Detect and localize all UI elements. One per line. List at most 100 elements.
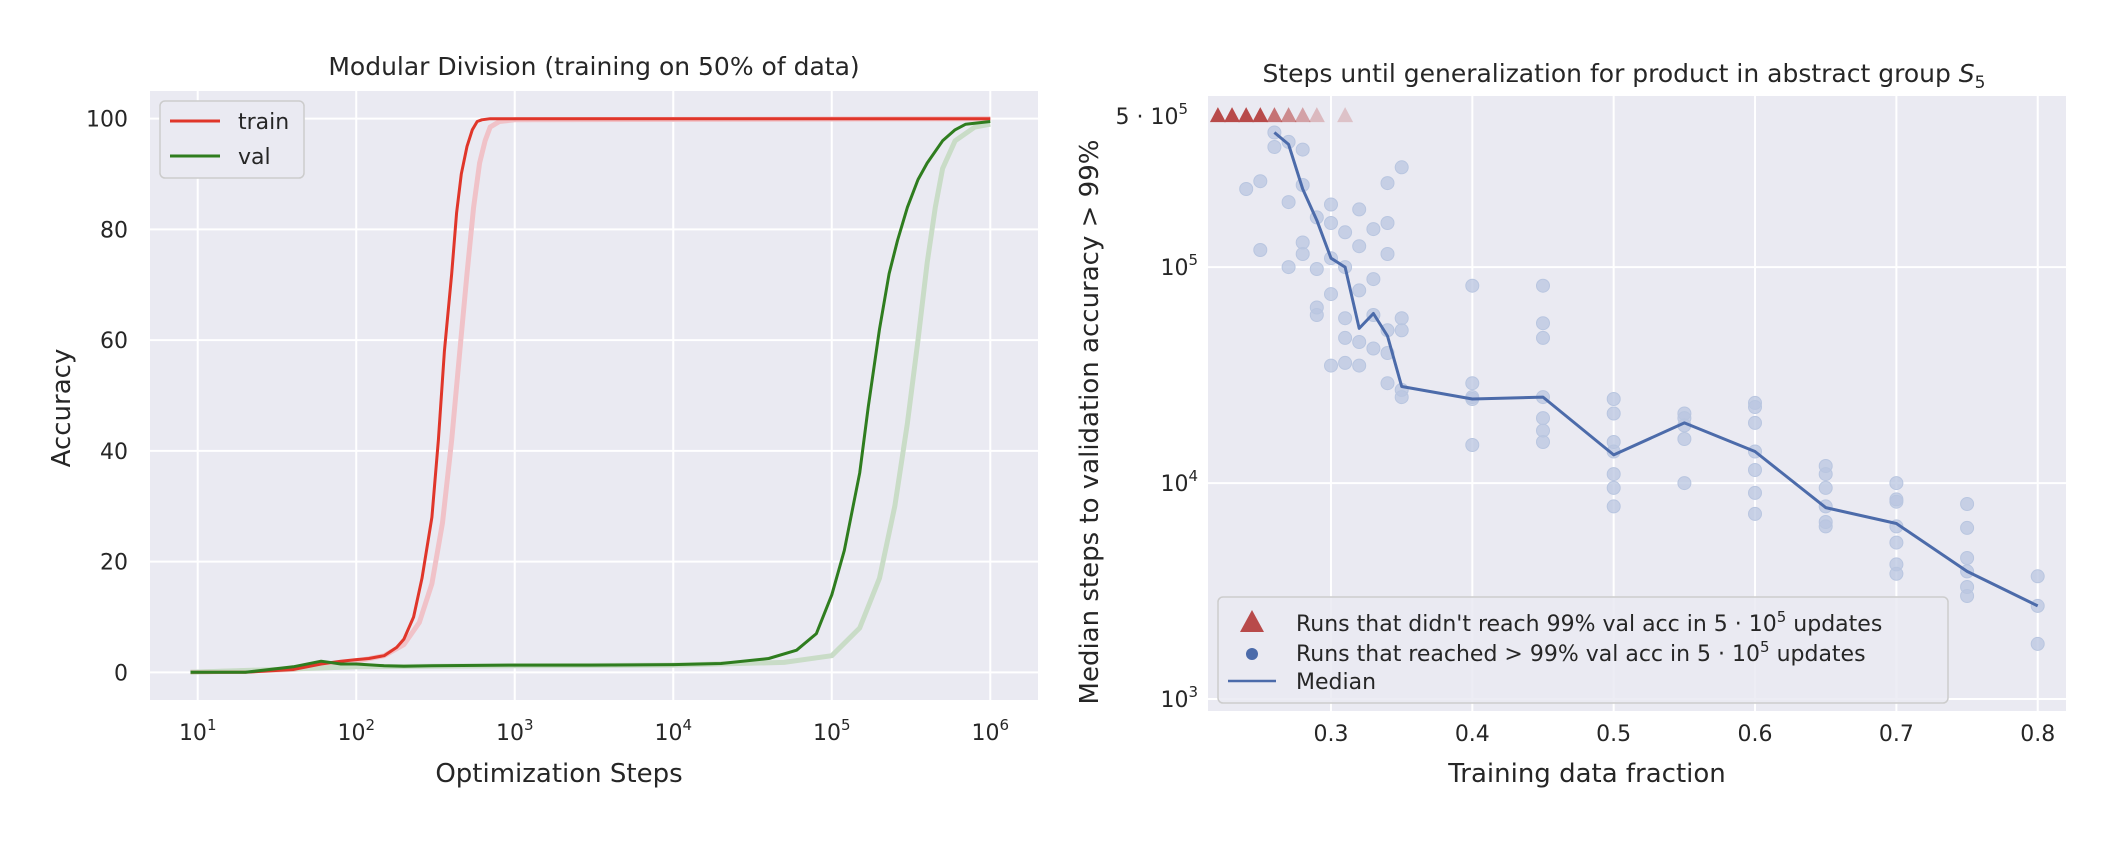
reached-run-point	[1309, 308, 1324, 322]
reached-run-point	[1748, 485, 1762, 500]
reached-run-point	[1366, 272, 1381, 287]
generalization-chart-legend: Runs that didn't reach 99% val acc in 5 …	[1217, 596, 1949, 704]
accuracy-chart-y-tick: 0	[114, 661, 128, 686]
reached-run-point	[1324, 287, 1338, 302]
reached-run-point	[1606, 467, 1621, 482]
generalization-chart-reached-points	[1239, 125, 2045, 651]
generalization-chart-x-tick: 0.6	[1738, 722, 1773, 747]
reached-run-point	[1394, 311, 1409, 326]
generalization-chart: 0.3 0.4 0.5 0.6 0.7 0.8 103 104 105 5 · 105 Step…	[1075, 59, 2066, 789]
reached-run-point	[1960, 520, 1975, 535]
reached-run-point	[1338, 225, 1353, 240]
generalization-chart-y-tick: 105	[1160, 251, 1198, 281]
accuracy-chart-y-tick: 40	[100, 440, 128, 465]
reached-run-point	[1677, 432, 1692, 446]
reached-run-point	[1366, 222, 1381, 237]
reached-run-point	[1818, 480, 1833, 495]
reached-run-point	[1818, 467, 1833, 482]
generalization-chart-x-tick: 0.7	[1879, 722, 1914, 747]
accuracy-chart-legend: train val	[159, 100, 305, 179]
reached-run-point	[1960, 589, 1975, 603]
legend-box	[1217, 596, 1949, 704]
reached-run-point	[1394, 323, 1409, 338]
accuracy-chart-x-ticks: 101 102 103 104 105 106	[179, 716, 1009, 746]
accuracy-chart: 101 102 103 104 105 106 0 20 40 60 80 100 Modular …	[47, 52, 1038, 789]
reached-run-point	[1394, 160, 1409, 175]
reached-run-point	[1295, 142, 1310, 157]
reached-run-point	[1338, 311, 1353, 326]
generalization-chart-x-tick: 0.8	[2020, 722, 2055, 747]
reached-run-point	[1465, 376, 1480, 391]
reached-run-point	[1338, 330, 1353, 345]
reached-run-point	[1338, 355, 1353, 370]
reached-run-point	[1380, 216, 1395, 230]
reached-run-point	[1366, 341, 1381, 356]
accuracy-chart-y-tick: 60	[100, 329, 128, 354]
legend-median-label: Median	[1296, 670, 1376, 695]
reached-run-point	[1352, 283, 1367, 298]
accuracy-chart-plot-area	[150, 91, 1038, 700]
reached-run-point	[1536, 316, 1550, 331]
accuracy-chart-y-tick: 80	[100, 218, 128, 243]
reached-run-point	[1465, 438, 1480, 452]
not-reached-run-marker	[1238, 107, 1255, 123]
accuracy-chart-x-tick: 105	[813, 716, 851, 746]
not-reached-run-marker	[1252, 107, 1269, 123]
reached-run-point	[1606, 392, 1621, 406]
generalization-chart-x-tick: 0.4	[1455, 722, 1490, 747]
legend-dot-marker	[1246, 648, 1258, 660]
reached-run-point	[1324, 358, 1338, 373]
generalization-chart-x-ticks: 0.3 0.4 0.5 0.6 0.7 0.8	[1313, 722, 2055, 747]
legend-train-label: train	[238, 110, 289, 135]
reached-run-point	[1281, 195, 1296, 210]
generalization-chart-x-label: Training data fraction	[1447, 759, 1726, 789]
reached-run-point	[1606, 406, 1621, 421]
accuracy-chart-x-tick: 101	[179, 716, 217, 746]
reached-run-point	[1889, 476, 1904, 491]
accuracy-chart-y-ticks: 0 20 40 60 80 100	[86, 108, 128, 687]
generalization-chart-y-label: Median steps to validation accuracy > 99…	[1075, 140, 1105, 705]
generalization-chart-x-tick: 0.5	[1596, 722, 1631, 747]
accuracy-chart-x-tick: 103	[496, 716, 534, 746]
reached-run-point	[1889, 566, 1904, 581]
reached-run-point	[1748, 506, 1762, 521]
not-reached-run-marker	[1209, 107, 1226, 123]
reached-run-point	[1536, 411, 1550, 426]
reached-run-point	[1309, 262, 1324, 276]
reached-run-point	[1606, 480, 1621, 495]
not-reached-run-marker	[1308, 107, 1325, 123]
reached-run-point	[1960, 551, 1975, 565]
reached-run-point	[1239, 182, 1254, 196]
reached-run-point	[1380, 376, 1395, 391]
generalization-chart-x-tick: 0.3	[1313, 722, 1348, 747]
not-reached-run-marker	[1224, 107, 1241, 123]
accuracy-chart-x-label: Optimization Steps	[435, 759, 682, 789]
generalization-chart-title: Steps until generalization for product i…	[1263, 59, 1986, 93]
generalization-chart-y-ticks: 103 104 105 5 · 105	[1115, 100, 1198, 713]
reached-run-point	[1889, 494, 1904, 509]
reached-run-point	[1295, 247, 1310, 261]
accuracy-chart-y-label: Accuracy	[47, 349, 77, 468]
reached-run-point	[1281, 260, 1296, 275]
reached-run-point	[1394, 390, 1409, 405]
reached-run-point	[1465, 278, 1480, 293]
reached-run-point	[1324, 197, 1338, 212]
reached-run-point	[2030, 636, 2045, 651]
legend-reached-label: Runs that reached > 99% val acc in 5 · 1…	[1296, 638, 1866, 667]
reached-run-point	[1748, 400, 1762, 414]
accuracy-chart-y-tick: 100	[86, 108, 128, 133]
generalization-chart-y-tick: 103	[1160, 683, 1198, 713]
accuracy-chart-x-tick: 102	[337, 716, 375, 746]
generalization-chart-y-tick-extra: 5 · 105	[1115, 100, 1188, 130]
legend-not-reached-label: Runs that didn't reach 99% val acc in 5 …	[1296, 608, 1882, 637]
not-reached-run-marker	[1266, 107, 1283, 123]
not-reached-run-marker	[1280, 107, 1297, 123]
train-line	[190, 117, 991, 674]
accuracy-chart-x-tick: 104	[654, 716, 692, 746]
reached-run-point	[1748, 415, 1762, 430]
reached-run-point	[1606, 499, 1621, 514]
reached-run-point	[1352, 202, 1367, 217]
accuracy-chart-title: Modular Division (training on 50% of dat…	[328, 52, 859, 81]
reached-run-point	[1960, 497, 1975, 511]
